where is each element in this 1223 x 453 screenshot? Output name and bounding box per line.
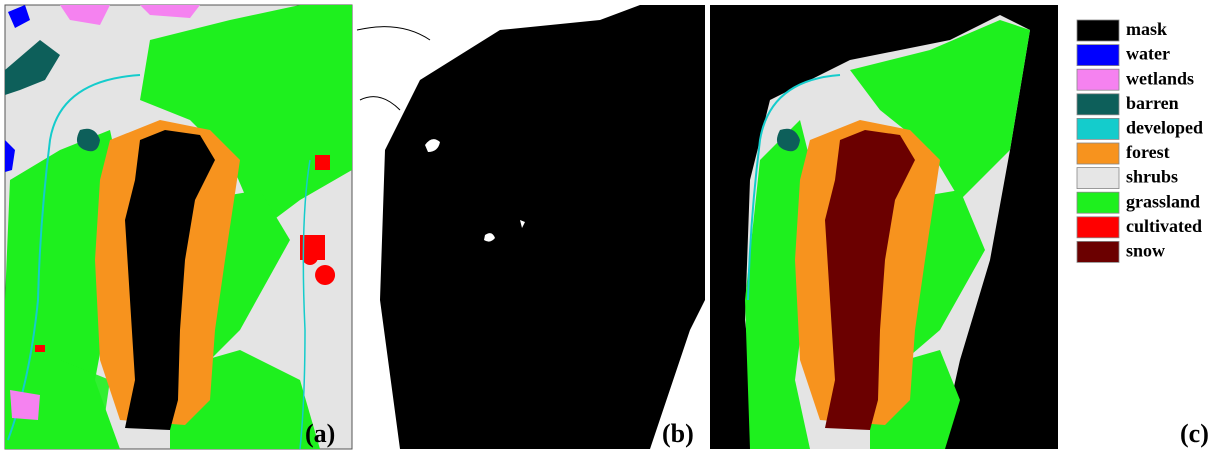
legend-swatch — [1076, 142, 1120, 165]
legend-swatch — [1076, 167, 1120, 190]
legend-label: cultivated — [1126, 216, 1202, 236]
legend-swatch — [1076, 68, 1120, 91]
panel-a-map — [4, 4, 353, 450]
panel-label: (a) — [305, 419, 335, 448]
legend-swatch — [1076, 240, 1120, 263]
legend-swatch — [1076, 216, 1120, 239]
legend-label: shrubs — [1126, 167, 1178, 187]
legend-swatch — [1076, 191, 1120, 214]
legend-swatch — [1076, 93, 1120, 116]
legend-label: forest — [1126, 142, 1170, 162]
panel-label: (b) — [662, 419, 694, 448]
legend-label: developed — [1126, 118, 1203, 138]
legend-label: grassland — [1126, 191, 1200, 211]
panel-label: (c) — [1180, 419, 1209, 448]
panel-b-map — [356, 5, 705, 449]
legend-label: snow — [1126, 241, 1165, 261]
legend-swatch — [1076, 19, 1120, 42]
panel-c-map — [710, 5, 1058, 449]
legend-label: wetlands — [1126, 68, 1194, 88]
legend-swatch — [1076, 118, 1120, 140]
legend-label: barren — [1126, 93, 1179, 113]
legend-swatch — [1076, 44, 1120, 66]
legend-label: mask — [1126, 19, 1167, 39]
legend-label: water — [1126, 44, 1170, 64]
